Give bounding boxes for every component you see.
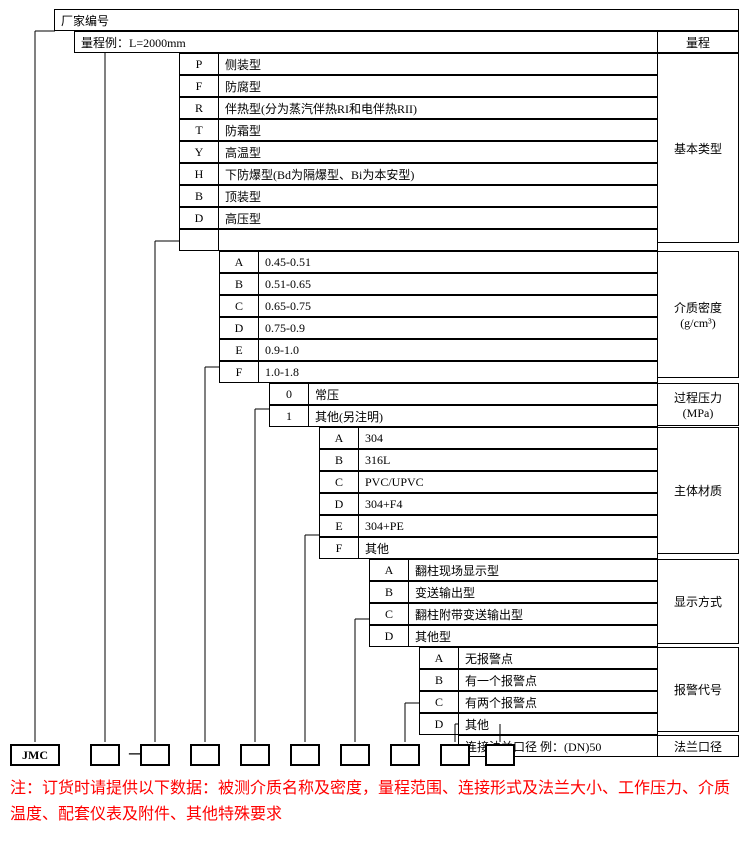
code-D: D [369,625,409,647]
code-box-1 [90,744,120,766]
code-box-7 [390,744,420,766]
code-1: 1 [269,405,309,427]
desc: 无报警点 [458,647,658,669]
desc: 侧装型 [218,53,658,75]
desc: 翻柱附带变送输出型 [408,603,658,625]
range-label: 量程 [657,31,739,53]
range-example: 量程例：L=2000mm [74,31,659,53]
desc: 高压型 [218,207,658,229]
code-Y: Y [179,141,219,163]
code- [179,229,219,251]
code-F: F [179,75,219,97]
code-B: B [369,581,409,603]
desc: 0.9-1.0 [258,339,658,361]
code-H: H [179,163,219,185]
desc: 其他型 [408,625,658,647]
desc: 下防爆型(Bd为隔爆型、Bi为本安型) [218,163,658,185]
code-D: D [419,713,459,735]
code-F: F [219,361,259,383]
desc: 0.51-0.65 [258,273,658,295]
desc: 防腐型 [218,75,658,97]
code-box-8 [440,744,470,766]
order-note: 注：订货时请提供以下数据：被测介质名称及密度，量程范围、连接形式及法兰大小、工作… [10,776,740,827]
code-0: 0 [269,383,309,405]
code-C: C [219,295,259,317]
desc: 其他 [358,537,658,559]
code-A: A [319,427,359,449]
desc: 304+PE [358,515,658,537]
code-D: D [179,207,219,229]
code-box-9 [485,744,515,766]
desc: 常压 [308,383,658,405]
code-A: A [419,647,459,669]
code-A: A [219,251,259,273]
desc: 顶装型 [218,185,658,207]
code-R: R [179,97,219,119]
desc: 其他 [458,713,658,735]
code-C: C [369,603,409,625]
code-box-2 [140,744,170,766]
desc: 有一个报警点 [458,669,658,691]
desc: 316L [358,449,658,471]
desc: 变送输出型 [408,581,658,603]
desc: 304 [358,427,658,449]
desc: 1.0-1.8 [258,361,658,383]
desc: 其他(另注明) [308,405,658,427]
desc: 0.45-0.51 [258,251,658,273]
prefix-box: JMC [10,744,60,766]
bottom-code-boxes: JMC— [10,742,740,768]
code-B: B [319,449,359,471]
manufacturer-code-header: 厂家编号 [54,9,739,31]
code-box-5 [290,744,320,766]
code-C: C [419,691,459,713]
code-E: E [319,515,359,537]
desc: 304+F4 [358,493,658,515]
desc: 高温型 [218,141,658,163]
code-box-3 [190,744,220,766]
desc: 0.75-0.9 [258,317,658,339]
code-box-4 [240,744,270,766]
code-E: E [219,339,259,361]
code-D: D [219,317,259,339]
code-F: F [319,537,359,559]
desc: 伴热型(分为蒸汽伴热RI和电伴热RII) [218,97,658,119]
desc: 防霜型 [218,119,658,141]
code-B: B [179,185,219,207]
code-P: P [179,53,219,75]
desc: 0.65-0.75 [258,295,658,317]
code-box-6 [340,744,370,766]
desc: 有两个报警点 [458,691,658,713]
desc: PVC/UPVC [358,471,658,493]
rows-container: 厂家编号量程例：L=2000mm量程P侧装型基本类型F防腐型R伴热型(分为蒸汽伴… [10,10,740,724]
code-B: B [219,273,259,295]
code-A: A [369,559,409,581]
desc [218,229,658,251]
model-code-diagram: 厂家编号量程例：L=2000mm量程P侧装型基本类型F防腐型R伴热型(分为蒸汽伴… [10,10,740,827]
code-D: D [319,493,359,515]
code-T: T [179,119,219,141]
desc: 翻柱现场显示型 [408,559,658,581]
code-C: C [319,471,359,493]
code-B: B [419,669,459,691]
